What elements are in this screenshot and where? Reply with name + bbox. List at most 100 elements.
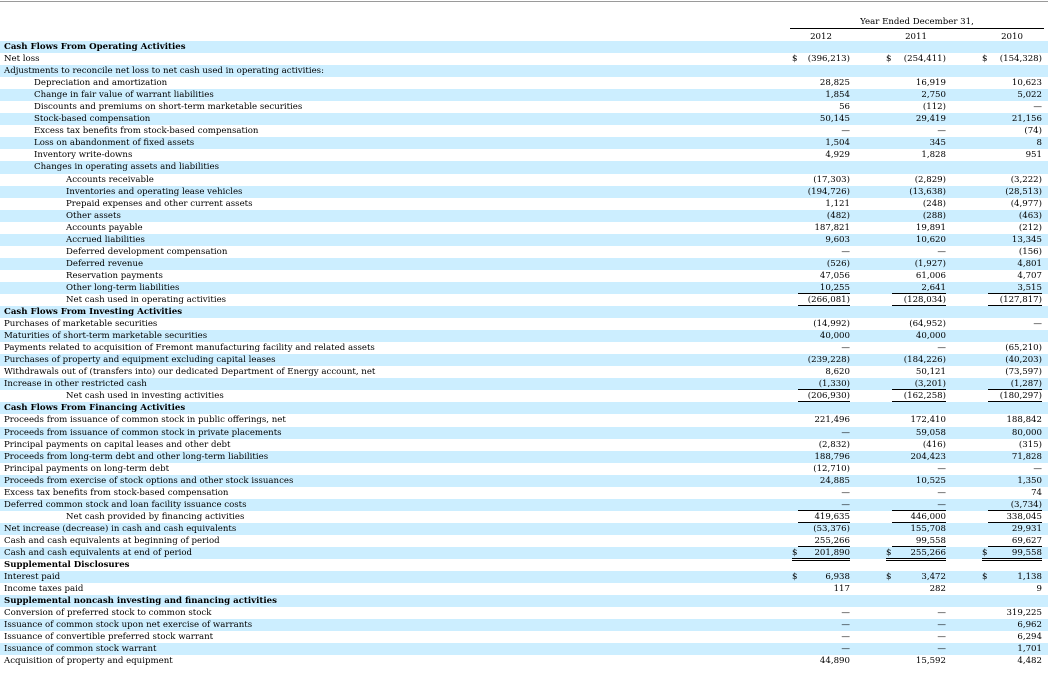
underline bbox=[886, 558, 946, 560]
value-cell-2010: — bbox=[982, 318, 1042, 330]
row-label: Net loss bbox=[4, 54, 40, 65]
value-cell-2011: 99,558 bbox=[886, 535, 946, 547]
row-label: Issuance of common stock upon net exerci… bbox=[4, 620, 253, 631]
value: 61,006 bbox=[915, 270, 946, 281]
value: (162,258) bbox=[903, 391, 946, 402]
value-cell-2012: (482) bbox=[792, 210, 850, 222]
value-cell-2010: 21,156 bbox=[982, 113, 1042, 125]
value-cell-2010: (315) bbox=[982, 439, 1042, 451]
table-row: Increase in other restricted cash (1,330)… bbox=[0, 378, 1048, 391]
value-cell-2012: — bbox=[792, 342, 850, 354]
table-header: Year Ended December 31, 2012 2011 2010 bbox=[0, 0, 1048, 44]
value: 74 bbox=[1031, 487, 1042, 498]
value-cell-2010: (28,513) bbox=[982, 186, 1042, 198]
value: 8 bbox=[1036, 138, 1042, 149]
value-cell-2010: (73,597) bbox=[982, 366, 1042, 378]
table-row: Other assets (482) (288) (463) bbox=[0, 209, 1048, 222]
value: 188,842 bbox=[1006, 415, 1042, 426]
value-cell-2011: (128,034) bbox=[886, 294, 946, 306]
value-cell-2010: (74) bbox=[982, 125, 1042, 137]
value-cell-2012: — bbox=[792, 643, 850, 655]
value-cell-2012 bbox=[792, 41, 850, 53]
value: 1,350 bbox=[1017, 475, 1042, 486]
value-cell-2010: 4,482 bbox=[982, 655, 1042, 667]
value-cell-2012: 419,635 bbox=[792, 511, 850, 523]
value-cell-2011: 15,592 bbox=[886, 655, 946, 667]
value-cell-2012: 28,825 bbox=[792, 77, 850, 89]
value: 255,266 bbox=[910, 547, 946, 558]
underline bbox=[988, 389, 1042, 391]
row-label: Other long-term liabilities bbox=[66, 282, 180, 293]
value: (154,328) bbox=[999, 54, 1042, 65]
value-cell-2012 bbox=[792, 402, 850, 414]
value: — bbox=[841, 644, 850, 655]
table-row: Reservation payments 47,056 61,006 4,707 bbox=[0, 270, 1048, 282]
table-row: Stock-based compensation 50,145 29,419 21,1… bbox=[0, 113, 1048, 126]
value: (526) bbox=[826, 258, 850, 269]
value: 2,641 bbox=[921, 282, 946, 293]
value: — bbox=[937, 608, 946, 619]
value: 21,156 bbox=[1011, 114, 1042, 125]
double-underline bbox=[792, 560, 850, 562]
value-cell-2011: $255,266 bbox=[886, 547, 946, 559]
value: — bbox=[937, 499, 946, 510]
table-row: Net cash provided by financing activitie… bbox=[0, 511, 1048, 523]
value: (482) bbox=[826, 210, 850, 221]
value-cell-2011: 19,891 bbox=[886, 222, 946, 234]
value-cell-2012: (194,726) bbox=[792, 186, 850, 198]
table-row: Discounts and premiums on short-term mar… bbox=[0, 101, 1048, 113]
table-row: Purchases of marketable securities (14,99… bbox=[0, 318, 1048, 330]
underline bbox=[988, 292, 1042, 294]
value: (288) bbox=[922, 210, 946, 221]
value-cell-2010: 188,842 bbox=[982, 414, 1042, 426]
value-cell-2010: 9 bbox=[982, 583, 1042, 595]
top-rule bbox=[0, 1, 1048, 2]
underline bbox=[798, 389, 850, 391]
row-label: Issuance of common stock warrant bbox=[4, 644, 157, 655]
value-cell-2012: (2,832) bbox=[792, 439, 850, 451]
underline bbox=[988, 545, 1042, 547]
value-cell-2010: 1,350 bbox=[982, 475, 1042, 487]
value: 9,603 bbox=[825, 234, 850, 245]
value: 99,558 bbox=[915, 535, 946, 546]
value: 221,496 bbox=[814, 415, 850, 426]
underline bbox=[892, 389, 946, 391]
underline bbox=[792, 558, 850, 560]
table-row: Accounts receivable (17,303) (2,829) (3,222… bbox=[0, 174, 1048, 186]
underline bbox=[988, 305, 1042, 307]
value-cell-2011 bbox=[886, 306, 946, 318]
value: (463) bbox=[1018, 210, 1042, 221]
underline bbox=[798, 545, 850, 547]
value-cell-2011: (2,829) bbox=[886, 174, 946, 186]
value-cell-2012: (526) bbox=[792, 258, 850, 270]
value-cell-2010: 10,623 bbox=[982, 77, 1042, 89]
underline bbox=[798, 401, 850, 403]
value-cell-2010: 4,707 bbox=[982, 270, 1042, 282]
table-row: Cash Flows From Financing Activities bbox=[0, 402, 1048, 415]
row-label: Adjustments to reconcile net loss to net… bbox=[4, 66, 324, 77]
value-cell-2011 bbox=[886, 65, 946, 77]
value-cell-2012: $6,938 bbox=[792, 571, 850, 583]
value: 50,121 bbox=[915, 367, 946, 378]
value-cell-2012: 10,255 bbox=[792, 282, 850, 294]
row-label: Net cash used in operating activities bbox=[66, 294, 227, 305]
table-row: Net increase (decrease) in cash and cash… bbox=[0, 522, 1048, 535]
value: 40,000 bbox=[819, 331, 850, 342]
value-cell-2010: 71,828 bbox=[982, 451, 1042, 463]
value: 50,145 bbox=[819, 114, 850, 125]
value: 56 bbox=[839, 102, 850, 113]
value-cell-2011: — bbox=[886, 607, 946, 619]
value-cell-2012: (17,303) bbox=[792, 174, 850, 186]
value: (3,734) bbox=[1010, 499, 1042, 510]
row-label: Stock-based compensation bbox=[34, 114, 151, 125]
table-row: Change in fair value of warrant liabilit… bbox=[0, 89, 1048, 102]
value: 10,255 bbox=[819, 282, 850, 293]
value-cell-2010: (212) bbox=[982, 222, 1042, 234]
value-cell-2012: — bbox=[792, 499, 850, 511]
value: 446,000 bbox=[910, 511, 946, 522]
table-row: Proceeds from exercise of stock options … bbox=[0, 474, 1048, 487]
value-cell-2010: (180,297) bbox=[982, 390, 1042, 402]
value-cell-2012: (206,930) bbox=[792, 390, 850, 402]
row-label: Cash and cash equivalents at beginning o… bbox=[4, 535, 220, 546]
